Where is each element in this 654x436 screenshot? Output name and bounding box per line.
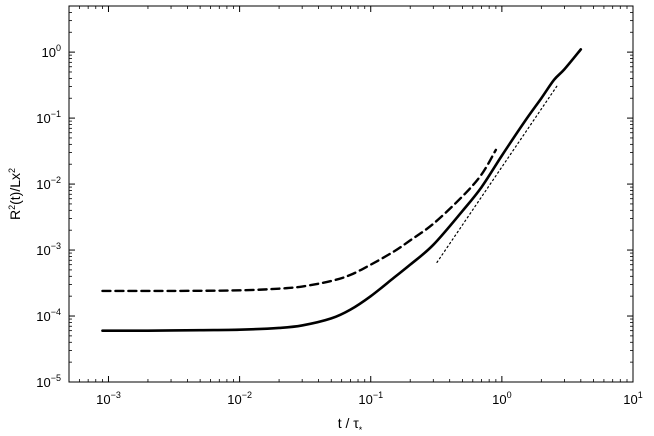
x-tick-label: 10−3 [96,390,121,407]
series-solid-line [101,48,583,332]
x-tick-label: 101 [623,390,642,407]
x-tick-label: 100 [492,390,511,407]
y-axis-label: R2(t)/Lx2 [7,168,23,220]
y-tick-label: 100 [42,43,61,60]
plot-frame [68,5,634,383]
y-tick-label: 10−2 [36,175,61,192]
x-tick-label: 10−1 [358,390,383,407]
series-layer [101,48,583,332]
x-axis-ticks: 10−3 10−2 10−1 100 101 [68,6,643,407]
y-tick-label: 10−3 [36,241,61,258]
y-tick-label: 10−4 [36,307,61,324]
x-tick-label: 10−2 [227,390,252,407]
y-axis-ticks: 10−5 10−4 10−3 10−2 10−1 100 [36,5,633,390]
series-dashed-line [101,148,498,293]
x-axis-label: t / τ* [338,415,363,435]
series-dotted-line [436,83,560,263]
y-tick-label: 10−5 [36,373,61,390]
y-tick-label: 10−1 [36,109,61,126]
